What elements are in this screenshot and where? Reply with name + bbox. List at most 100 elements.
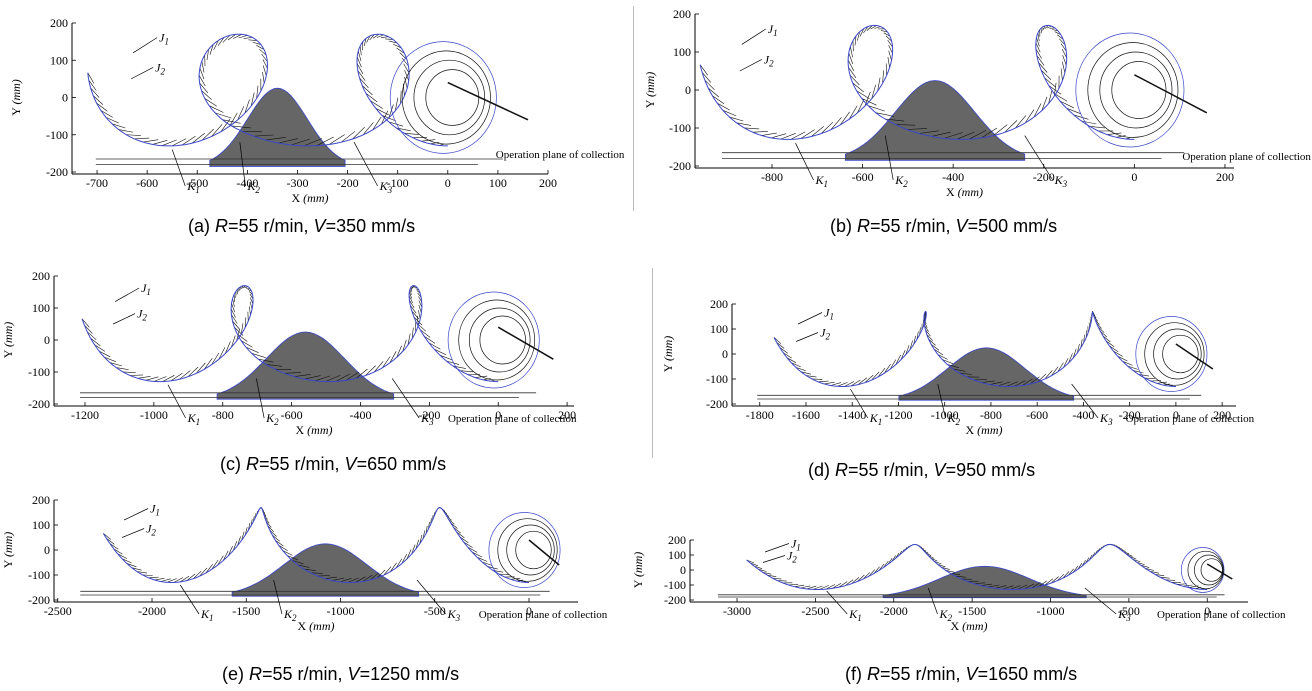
tool-spoke: [256, 85, 259, 99]
tool-spoke: [885, 35, 892, 42]
x-tick-label: 0: [495, 408, 501, 422]
tool-spoke: [498, 573, 509, 576]
tool-spoke: [1068, 353, 1073, 364]
caption-c-vtext: =650 mm/s: [356, 454, 447, 474]
tool-spoke: [266, 364, 283, 367]
tool-spoke: [282, 550, 293, 556]
tool-spoke: [206, 49, 209, 61]
tool-spoke: [131, 567, 142, 571]
tool-spoke: [791, 362, 801, 368]
x-tick-label: -400: [1072, 408, 1094, 422]
caption-d-vtext: =950 mm/s: [945, 460, 1036, 480]
tool-spoke: [84, 324, 93, 334]
loop-ring: [1099, 51, 1173, 129]
tool-spoke: [771, 133, 787, 139]
tool-spoke: [780, 133, 796, 140]
y-tick-label: 200: [32, 269, 50, 283]
tool-spoke: [790, 131, 806, 140]
loop-ring: [1180, 547, 1225, 593]
tool-spokes: [81, 285, 495, 382]
caption-e: (e) R=55 r/min, V=1250 mm/s: [222, 664, 459, 685]
tool-spoke: [955, 575, 966, 578]
tool-spoke: [1053, 93, 1068, 102]
tool-spoke: [411, 544, 416, 555]
tool-spoke: [90, 338, 101, 346]
caption-b-rtext: =55 r/min,: [870, 216, 956, 236]
x-tick-label: 0: [445, 176, 451, 190]
loop-ring: [1153, 328, 1202, 380]
tool-spoke: [850, 379, 861, 387]
tool-spoke: [1040, 27, 1043, 34]
tool-spoke: [86, 331, 97, 340]
tool-spoke: [98, 350, 111, 358]
divider-mid: [652, 268, 653, 458]
tool-spoke: [1109, 345, 1119, 352]
tool-spoke: [820, 121, 834, 134]
tool-spokes: [699, 25, 1130, 140]
tool-spoke: [160, 578, 171, 582]
annotation-k3-leader: [1024, 135, 1053, 181]
tool-spoke: [355, 576, 366, 583]
tool-spoke: [430, 141, 440, 145]
tool-spoke: [418, 305, 422, 313]
annotation-j2-label: J2: [155, 60, 165, 76]
y-tick-label: 0: [44, 543, 50, 557]
tool-spoke: [1113, 350, 1123, 357]
y-tick-label: 100: [50, 53, 68, 67]
caption-c: (c) R=55 r/min, V=650 mm/s: [220, 454, 446, 475]
tool-spoke: [408, 295, 413, 304]
tool-spoke: [179, 370, 191, 380]
tool-spoke: [1036, 55, 1045, 66]
y-tick-label: -200: [46, 165, 68, 179]
tool-spoke: [783, 352, 792, 359]
tool-spoke: [162, 375, 175, 382]
annotation-k2-label: K2: [894, 173, 908, 189]
chart-panel-c: -1200 -1000 -800 -600 -400 -200 0 200 -200 -100 0 1…: [0, 262, 640, 477]
x-tick-label: -500: [186, 176, 208, 190]
tool-spoke: [249, 306, 251, 316]
tool-spoke: [1060, 68, 1063, 81]
x-tick-label: -700: [86, 176, 108, 190]
tool-spoke: [830, 382, 842, 386]
caption-e-rtext: =55 r/min,: [262, 664, 348, 684]
y-tick-label: 0: [680, 563, 686, 577]
loop-ring: [413, 59, 486, 136]
y-tick-label: -100: [46, 128, 68, 142]
tool-spoke: [404, 70, 409, 81]
tool-spoke: [388, 104, 394, 118]
annotation-j1-label: J1: [791, 537, 801, 553]
tool-spoke: [460, 370, 473, 373]
tool-spoke: [776, 342, 785, 349]
annotation-j2-leader: [130, 67, 154, 80]
tool-spoke: [380, 36, 389, 38]
y-tick-label: -100: [28, 568, 50, 582]
shaded-region: [231, 543, 420, 597]
tool-spoke: [364, 365, 376, 376]
tool-spoke: [369, 34, 375, 41]
loop-ring: [1162, 334, 1199, 374]
tool-spoke: [1149, 571, 1160, 574]
caption-c-v: V: [344, 454, 357, 474]
tool-spoke: [1044, 370, 1053, 380]
tool-spoke: [126, 134, 141, 136]
annotation-k3-label: K3: [1054, 173, 1068, 189]
tool-spoke: [222, 550, 229, 561]
loop-ring: [497, 518, 558, 582]
tool-spoke: [1066, 107, 1082, 115]
tool-spoke: [250, 297, 254, 304]
tool-spoke: [284, 372, 301, 374]
tool-spoke: [887, 56, 890, 68]
tool-spoke: [1083, 334, 1085, 343]
tool-spoke: [198, 75, 206, 87]
final-loop: [1135, 316, 1208, 392]
chart-svg-f: -3000 -2500 -2000 -1500 -1000 -500 0-200-10001…: [631, 533, 1286, 633]
tool-spoke: [90, 87, 100, 98]
trajectory-outline: [81, 285, 499, 383]
tool-spoke: [877, 77, 881, 92]
tool-spoke: [222, 35, 231, 43]
y-tick-label: -200: [669, 159, 691, 173]
y-tick-label: -200: [664, 593, 686, 607]
tool-spoke: [152, 140, 168, 145]
tool-spoke: [241, 531, 245, 541]
tool-spoke: [406, 549, 412, 560]
